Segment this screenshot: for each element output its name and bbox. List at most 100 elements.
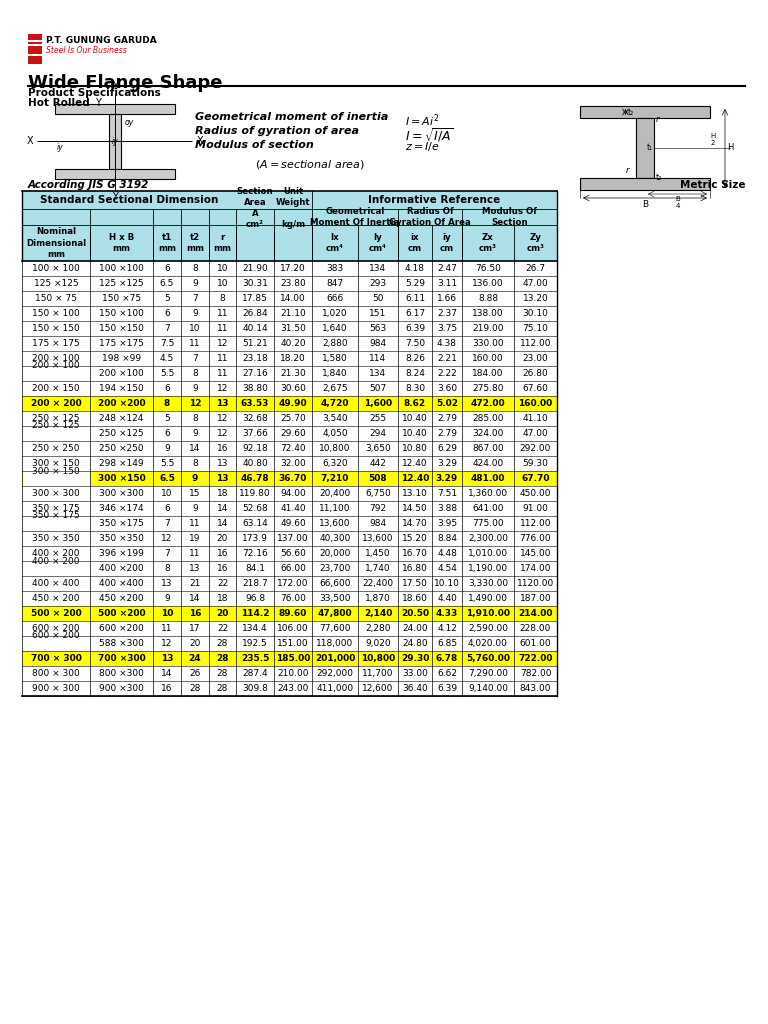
Text: 14: 14	[190, 594, 200, 603]
Text: 28: 28	[217, 639, 228, 648]
Text: 450 ×200: 450 ×200	[99, 594, 144, 603]
Text: 13: 13	[217, 459, 228, 468]
Text: 89.60: 89.60	[279, 609, 307, 618]
Text: 20: 20	[217, 534, 228, 543]
Bar	[28, 34, 42, 40]
Text: 4.54: 4.54	[437, 564, 457, 573]
Text: H x B
mm: H x B mm	[109, 232, 134, 253]
Text: iy
cm: iy cm	[440, 232, 454, 253]
Bar	[22, 575, 557, 591]
Text: 2.47: 2.47	[437, 264, 457, 273]
Text: 13,600: 13,600	[319, 519, 351, 528]
Text: 4.33: 4.33	[436, 609, 458, 618]
Text: 2,675: 2,675	[323, 384, 348, 393]
Text: 200 × 100: 200 × 100	[32, 354, 80, 362]
Text: 41.40: 41.40	[280, 504, 306, 513]
Text: 10.40: 10.40	[402, 414, 428, 423]
Text: 350 × 175: 350 × 175	[32, 512, 80, 520]
Text: 12: 12	[189, 399, 201, 408]
Text: 66.00: 66.00	[280, 564, 306, 573]
Bar	[22, 681, 557, 696]
Text: 472.00: 472.00	[471, 399, 505, 408]
Text: iy: iy	[112, 137, 118, 146]
Text: 150 × 150: 150 × 150	[32, 324, 80, 333]
Text: 5.29: 5.29	[405, 279, 425, 288]
Text: 219.00: 219.00	[472, 324, 504, 333]
Text: Geometrical moment of inertia: Geometrical moment of inertia	[195, 112, 389, 122]
Text: 2.22: 2.22	[437, 369, 457, 378]
Text: Steel Is Our Business: Steel Is Our Business	[46, 46, 127, 55]
Text: 21: 21	[190, 579, 200, 588]
Bar	[22, 622, 90, 650]
Bar	[22, 516, 90, 530]
Text: 134: 134	[369, 264, 386, 273]
Text: 8: 8	[192, 369, 198, 378]
Text: 24.00: 24.00	[402, 624, 428, 633]
Text: 36.70: 36.70	[279, 474, 307, 483]
Text: 16: 16	[189, 609, 201, 618]
Text: 175 ×175: 175 ×175	[99, 339, 144, 348]
Text: 47.00: 47.00	[523, 429, 548, 438]
Text: 300 × 150: 300 × 150	[32, 459, 80, 468]
Text: 2,880: 2,880	[323, 339, 348, 348]
Text: 26.84: 26.84	[242, 309, 268, 318]
Text: 450.00: 450.00	[520, 489, 551, 498]
Text: 150 ×100: 150 ×100	[99, 309, 144, 318]
Text: 17.50: 17.50	[402, 579, 428, 588]
Bar	[22, 546, 557, 561]
Text: 3.60: 3.60	[437, 384, 457, 393]
Text: iy: iy	[57, 143, 64, 153]
Text: Unit
Weight

kg/m: Unit Weight kg/m	[276, 186, 310, 229]
Text: 59.30: 59.30	[522, 459, 548, 468]
Text: 3.88: 3.88	[437, 504, 457, 513]
Text: 12,600: 12,600	[362, 684, 394, 693]
Text: 8.88: 8.88	[478, 294, 498, 303]
Text: 8: 8	[164, 399, 170, 408]
Text: 792: 792	[369, 504, 386, 513]
Text: 400 × 200: 400 × 200	[32, 556, 80, 565]
Text: r: r	[656, 115, 660, 124]
Text: 6.29: 6.29	[437, 444, 457, 453]
Text: 600 ×200: 600 ×200	[99, 624, 144, 633]
Text: 775.00: 775.00	[472, 519, 504, 528]
Text: $I = Ai^2$: $I = Ai^2$	[405, 112, 439, 129]
Text: 2.79: 2.79	[437, 414, 457, 423]
Text: 10: 10	[217, 279, 228, 288]
Text: r: r	[626, 166, 630, 175]
Text: 150 ×75: 150 ×75	[102, 294, 141, 303]
Text: 40,300: 40,300	[319, 534, 351, 543]
Text: t1
mm: t1 mm	[158, 232, 176, 253]
Text: 10,800: 10,800	[361, 654, 395, 663]
Text: 563: 563	[369, 324, 386, 333]
Text: 28: 28	[217, 669, 228, 678]
Text: 100 × 100: 100 × 100	[32, 264, 80, 273]
Bar	[22, 351, 557, 366]
Text: 9,020: 9,020	[366, 639, 391, 648]
Text: 49.90: 49.90	[279, 399, 307, 408]
Text: 641.00: 641.00	[472, 504, 504, 513]
Text: 12: 12	[161, 534, 173, 543]
Text: 11: 11	[189, 339, 200, 348]
Text: 16: 16	[161, 684, 173, 693]
Text: Wide Flange Shape: Wide Flange Shape	[28, 74, 223, 92]
Text: 18: 18	[217, 489, 228, 498]
Text: 10: 10	[189, 324, 200, 333]
Text: 15: 15	[189, 489, 200, 498]
Text: 250 × 250: 250 × 250	[32, 444, 80, 453]
Text: 13: 13	[217, 474, 229, 483]
Text: 23.00: 23.00	[523, 354, 548, 362]
Bar	[22, 306, 557, 321]
Text: Geometrical
Moment Of Inertia: Geometrical Moment Of Inertia	[310, 207, 399, 227]
Text: 30.60: 30.60	[280, 384, 306, 393]
Text: 36.40: 36.40	[402, 684, 428, 693]
Text: 56.60: 56.60	[280, 549, 306, 558]
Text: 1,190.00: 1,190.00	[468, 564, 508, 573]
Text: 10.10: 10.10	[434, 579, 460, 588]
Text: 24: 24	[189, 654, 201, 663]
Text: 67.70: 67.70	[521, 474, 550, 483]
Text: 63.14: 63.14	[242, 519, 268, 528]
Bar	[22, 636, 90, 650]
Text: 4.18: 4.18	[405, 264, 425, 273]
Bar	[22, 366, 557, 381]
Text: 125 ×125: 125 ×125	[99, 279, 144, 288]
